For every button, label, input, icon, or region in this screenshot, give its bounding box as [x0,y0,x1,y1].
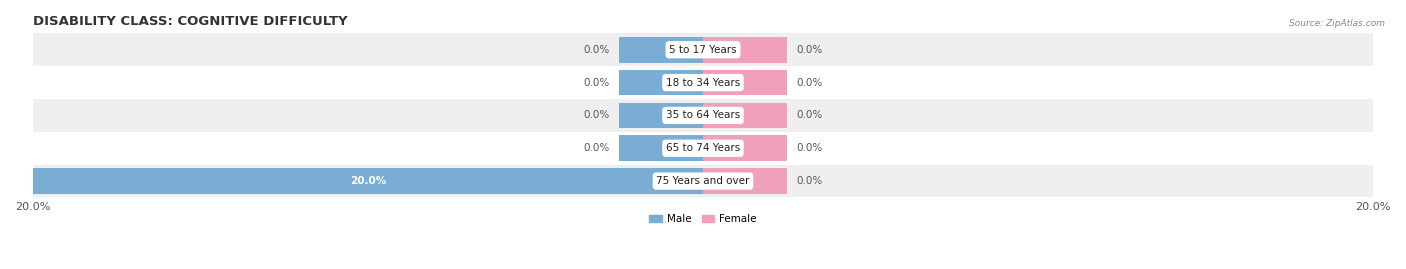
Bar [703,37,787,63]
Legend: Male, Female: Male, Female [645,210,761,228]
Text: 65 to 74 Years: 65 to 74 Years [666,143,740,153]
Text: 75 Years and over: 75 Years and over [657,176,749,186]
Text: 0.0%: 0.0% [797,77,823,88]
Text: 18 to 34 Years: 18 to 34 Years [666,77,740,88]
Text: 0.0%: 0.0% [583,110,609,121]
Text: 0.0%: 0.0% [797,45,823,55]
Text: DISABILITY CLASS: COGNITIVE DIFFICULTY: DISABILITY CLASS: COGNITIVE DIFFICULTY [32,15,347,28]
Bar [32,99,1374,132]
Text: 0.0%: 0.0% [797,143,823,153]
Bar [32,165,1374,197]
Bar [703,168,787,194]
Text: 35 to 64 Years: 35 to 64 Years [666,110,740,121]
Bar [703,136,787,161]
Bar [619,70,703,95]
Bar [703,70,787,95]
Text: 0.0%: 0.0% [797,176,823,186]
Bar [32,33,1374,66]
Bar [619,102,703,128]
Text: Source: ZipAtlas.com: Source: ZipAtlas.com [1289,19,1385,28]
Bar [703,102,787,128]
Bar [619,37,703,63]
Bar [32,132,1374,165]
Text: 0.0%: 0.0% [583,45,609,55]
Text: 20.0%: 20.0% [350,176,387,186]
Bar [619,136,703,161]
Bar [32,66,1374,99]
Text: 0.0%: 0.0% [797,110,823,121]
Text: 5 to 17 Years: 5 to 17 Years [669,45,737,55]
Text: 0.0%: 0.0% [583,143,609,153]
Text: 0.0%: 0.0% [583,77,609,88]
Bar [32,168,703,194]
